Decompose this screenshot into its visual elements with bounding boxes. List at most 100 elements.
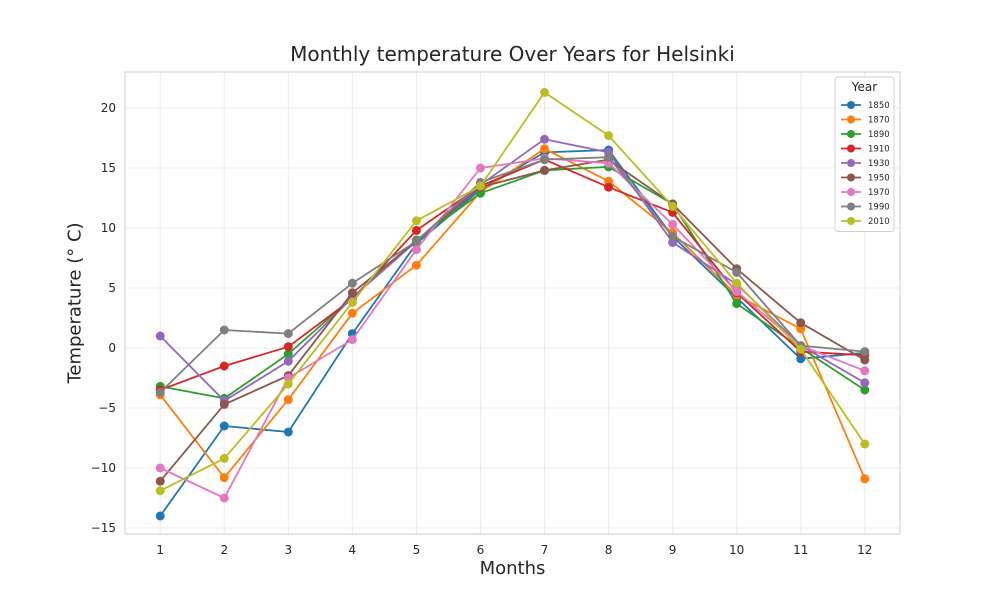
data-point-1930 bbox=[540, 134, 550, 144]
series-line-1950 bbox=[159, 158, 866, 482]
x-tick-label: 12 bbox=[857, 543, 872, 557]
legend-label-1970: 1970 bbox=[868, 188, 890, 198]
y-tick-label: −10 bbox=[91, 461, 116, 475]
data-point-1930 bbox=[860, 378, 870, 388]
data-point-1870 bbox=[219, 473, 229, 483]
x-tick-label: 9 bbox=[669, 543, 677, 557]
data-point-1910 bbox=[283, 342, 293, 352]
data-point-1890 bbox=[283, 349, 293, 359]
data-point-2010 bbox=[219, 453, 229, 463]
legend-label-1910: 1910 bbox=[868, 145, 890, 155]
legend-marker-1990 bbox=[847, 202, 855, 211]
y-tick-label: −5 bbox=[98, 401, 116, 415]
data-point-1850 bbox=[796, 354, 806, 364]
legend-label-2010: 2010 bbox=[868, 217, 890, 227]
data-point-1970 bbox=[219, 493, 229, 503]
data-point-1990 bbox=[604, 152, 614, 162]
data-point-1970 bbox=[475, 163, 485, 173]
data-point-1990 bbox=[155, 387, 165, 397]
legend-marker-1930 bbox=[847, 159, 855, 167]
data-point-2010 bbox=[860, 439, 870, 449]
x-axis-label: Months bbox=[479, 558, 546, 579]
data-point-1910 bbox=[219, 361, 229, 371]
legend-marker-1970 bbox=[847, 188, 855, 196]
legend-label-1990: 1990 bbox=[868, 203, 890, 213]
data-point-1870 bbox=[347, 308, 357, 318]
data-point-1950 bbox=[347, 288, 357, 298]
data-point-1990 bbox=[860, 347, 870, 357]
y-tick-label: 5 bbox=[108, 281, 116, 295]
x-tick-label: 3 bbox=[285, 543, 293, 557]
x-tick-label: 10 bbox=[729, 543, 744, 557]
data-point-2010 bbox=[347, 297, 357, 307]
plot-area bbox=[125, 72, 900, 534]
legend-label-1890: 1890 bbox=[868, 130, 890, 140]
data-point-1950 bbox=[155, 476, 165, 486]
data-point-1990 bbox=[283, 329, 293, 339]
legend-marker-1890 bbox=[847, 130, 855, 138]
data-point-1850 bbox=[155, 511, 165, 521]
x-tick-label: 4 bbox=[349, 543, 357, 557]
legend-title: Year bbox=[851, 80, 877, 94]
data-point-1970 bbox=[732, 287, 742, 297]
series-line-1970 bbox=[159, 157, 866, 499]
data-point-1930 bbox=[283, 356, 293, 366]
data-point-2010 bbox=[155, 486, 165, 496]
data-point-1950 bbox=[540, 165, 550, 175]
data-point-1990 bbox=[668, 231, 678, 241]
data-point-1990 bbox=[732, 267, 742, 277]
x-tick-label: 5 bbox=[413, 543, 421, 557]
legend-marker-1850 bbox=[847, 101, 855, 109]
legend-marker-1870 bbox=[847, 115, 855, 124]
legend-marker-2010 bbox=[847, 217, 855, 225]
data-point-1990 bbox=[347, 278, 357, 288]
data-point-1890 bbox=[860, 385, 870, 395]
data-point-1850 bbox=[283, 427, 293, 437]
data-point-1890 bbox=[732, 299, 742, 309]
data-point-1870 bbox=[540, 144, 550, 154]
data-point-2010 bbox=[604, 131, 614, 141]
data-point-1970 bbox=[347, 335, 357, 345]
legend-label-1930: 1930 bbox=[868, 159, 890, 169]
data-point-1970 bbox=[668, 219, 678, 229]
data-point-1870 bbox=[860, 474, 870, 484]
x-tick-label: 1 bbox=[156, 543, 164, 557]
y-tick-label: 15 bbox=[101, 161, 116, 175]
legend-marker-1910 bbox=[847, 144, 855, 153]
series-line-2010 bbox=[159, 91, 866, 492]
data-point-2010 bbox=[668, 201, 678, 211]
series-line-1990 bbox=[159, 156, 865, 394]
data-point-2010 bbox=[540, 87, 550, 97]
x-tick-label: 6 bbox=[477, 543, 485, 557]
data-point-1970 bbox=[155, 463, 165, 473]
data-point-1850 bbox=[219, 421, 229, 431]
x-tick-label: 2 bbox=[220, 543, 228, 557]
data-point-1870 bbox=[283, 395, 293, 405]
series-line-1890 bbox=[160, 165, 866, 400]
legend-label-1870: 1870 bbox=[868, 116, 890, 126]
data-point-1950 bbox=[796, 318, 806, 328]
data-point-1970 bbox=[411, 245, 421, 255]
y-tick-label: 10 bbox=[101, 221, 116, 235]
chart-title: Monthly temperature Over Years for Helsi… bbox=[290, 42, 735, 66]
plot-frame bbox=[124, 71, 901, 535]
series-line-1910 bbox=[159, 158, 865, 391]
data-point-1930 bbox=[155, 331, 165, 341]
data-point-1870 bbox=[411, 260, 421, 270]
y-tick-label: 0 bbox=[108, 341, 116, 355]
y-tick-label: −15 bbox=[91, 521, 116, 535]
data-point-2010 bbox=[283, 379, 293, 389]
x-tick-label: 11 bbox=[793, 543, 808, 557]
data-point-1910 bbox=[604, 182, 614, 192]
data-point-1950 bbox=[219, 399, 229, 409]
data-point-1950 bbox=[860, 355, 870, 365]
y-tick-label: 20 bbox=[101, 101, 116, 115]
data-point-1970 bbox=[860, 366, 870, 376]
legend-marker-1950 bbox=[847, 173, 855, 182]
data-point-2010 bbox=[796, 344, 806, 354]
x-tick-label: 7 bbox=[541, 543, 549, 557]
data-point-2010 bbox=[411, 216, 421, 226]
legend-label-1950: 1950 bbox=[868, 174, 890, 184]
x-tick-label: 8 bbox=[605, 543, 613, 557]
